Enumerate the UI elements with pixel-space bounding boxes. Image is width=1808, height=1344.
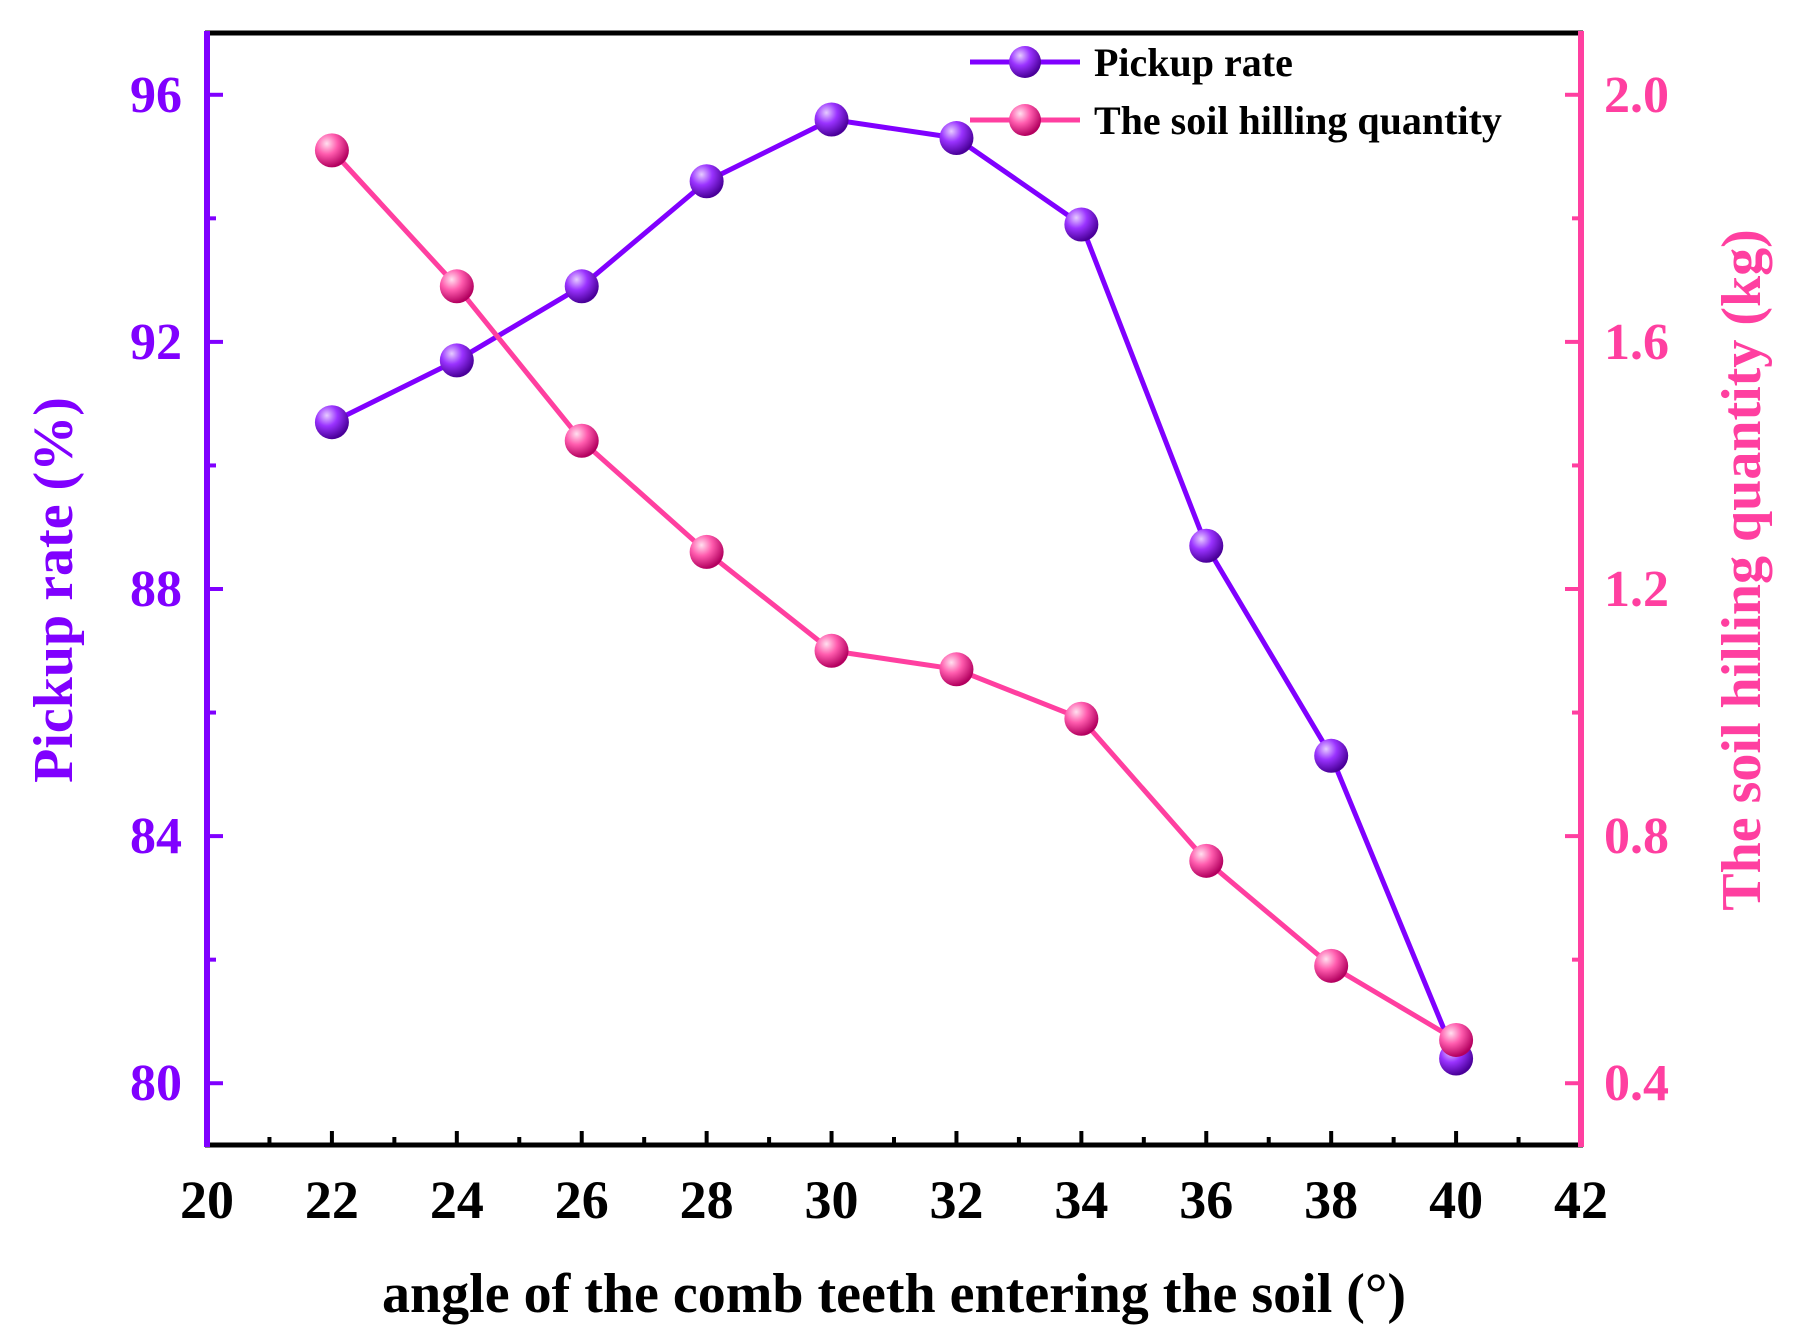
left-y-tick-label: 84: [130, 808, 182, 865]
data-point-pickup-rate: [939, 121, 974, 156]
data-point-soil-hilling: [564, 423, 599, 458]
series-lines: [330, 116, 1459, 1060]
legend-marker-soil-hilling: [1009, 104, 1041, 136]
x-tick-label: 26: [555, 1170, 609, 1230]
data-point-soil-hilling: [314, 133, 349, 168]
data-point-pickup-rate: [1064, 207, 1099, 242]
data-point-pickup-rate: [814, 102, 849, 137]
data-point-soil-hilling: [689, 534, 724, 569]
data-point-soil-hilling: [1439, 1022, 1474, 1057]
series-line-pickup-rate: [330, 116, 1459, 1060]
data-point-pickup-rate: [314, 405, 349, 440]
x-tick-label: 36: [1179, 1170, 1233, 1230]
data-point-soil-hilling: [1064, 701, 1099, 736]
x-tick-label: 34: [1054, 1170, 1108, 1230]
right-y-tick-label: 0.4: [1604, 1055, 1669, 1112]
left-y-tick-label: 92: [130, 314, 182, 371]
x-axis-ticks: 20 22 24 26 28 30 32 34 36 38 40 42: [180, 1131, 1608, 1230]
data-point-pickup-rate: [439, 343, 474, 378]
legend: Pickup rate The soil hilling quantity: [970, 40, 1502, 143]
left-y-tick-label: 96: [130, 67, 182, 124]
data-point-soil-hilling: [439, 269, 474, 304]
x-tick-label: 32: [929, 1170, 983, 1230]
x-tick-label: 28: [680, 1170, 734, 1230]
legend-marker-pickup-rate: [1009, 46, 1041, 78]
left-y-tick-label: 80: [130, 1055, 182, 1112]
data-point-pickup-rate: [689, 164, 724, 199]
series-line-soil-hilling: [330, 148, 1458, 1043]
right-y-tick-label: 1.6: [1604, 314, 1669, 371]
x-tick-label: 24: [430, 1170, 484, 1230]
x-axis-title: angle of the comb teeth entering the soi…: [382, 1263, 1406, 1325]
right-y-tick-label: 0.8: [1604, 808, 1669, 865]
right-y-tick-label: 1.2: [1604, 561, 1669, 618]
data-point-pickup-rate: [1189, 528, 1224, 563]
x-tick-label: 40: [1429, 1170, 1483, 1230]
data-point-soil-hilling: [939, 652, 974, 687]
data-point-soil-hilling: [1314, 948, 1349, 983]
left-y-axis-ticks: 80 84 88 92 96: [130, 67, 223, 1112]
legend-label-pickup-rate: Pickup rate: [1094, 40, 1293, 85]
x-tick-label: 30: [805, 1170, 859, 1230]
x-tick-label: 20: [180, 1170, 234, 1230]
left-y-axis-title: Pickup rate (%): [23, 397, 85, 783]
legend-label-soil-hilling: The soil hilling quantity: [1094, 98, 1502, 143]
left-y-tick-label: 88: [130, 561, 182, 618]
right-y-axis-ticks: 0.4 0.8 1.2 1.6 2.0: [1565, 67, 1669, 1112]
x-tick-label: 42: [1554, 1170, 1608, 1230]
data-point-soil-hilling: [1189, 843, 1224, 878]
right-y-tick-label: 2.0: [1604, 67, 1669, 124]
x-tick-label: 22: [305, 1170, 359, 1230]
data-point-pickup-rate: [1314, 738, 1349, 773]
data-point-pickup-rate: [564, 269, 599, 304]
data-point-soil-hilling: [814, 633, 849, 668]
x-tick-label: 38: [1304, 1170, 1358, 1230]
series-markers: [314, 102, 1474, 1076]
right-y-axis-title: The soil hilling quantity (kg): [1711, 229, 1773, 911]
